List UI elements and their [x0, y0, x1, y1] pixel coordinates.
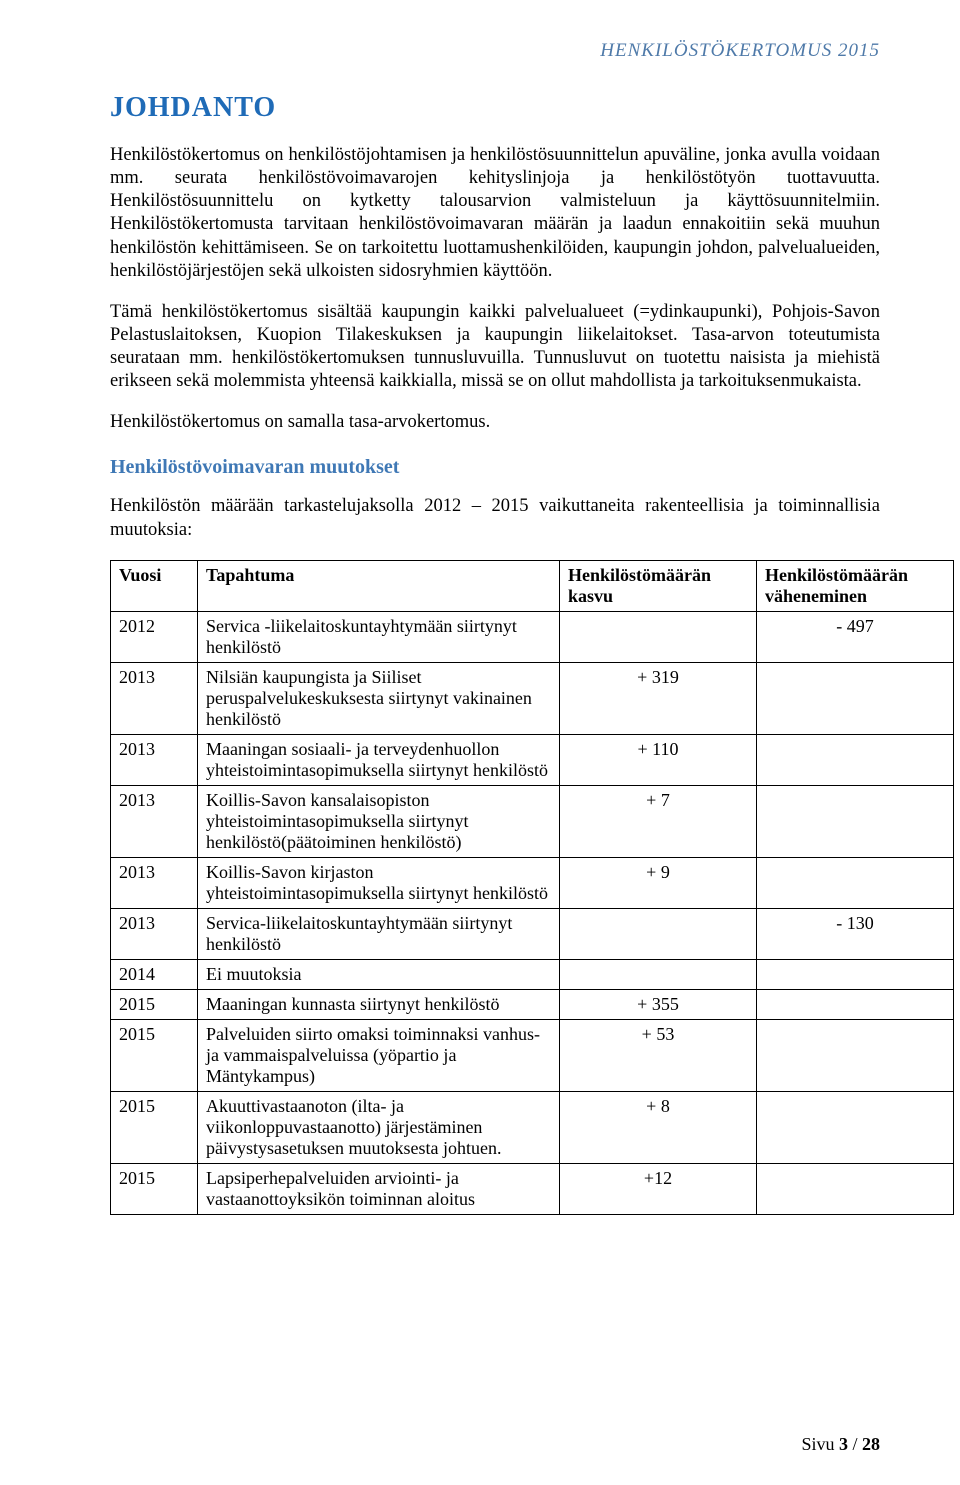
intro-paragraph-1: Henkilöstökertomus on henkilöstöjohtamis…: [110, 144, 880, 283]
table-header-row: Vuosi Tapahtuma Henkilöstömäärän kasvu H…: [111, 560, 954, 611]
footer-total: 28: [862, 1434, 880, 1454]
changes-table: Vuosi Tapahtuma Henkilöstömäärän kasvu H…: [110, 560, 954, 1215]
cell-event: Akuuttivastaanoton (ilta- ja viikonloppu…: [198, 1091, 560, 1163]
cell-event: Koillis-Savon kansalaisopiston yhteistoi…: [198, 785, 560, 857]
th-event: Tapahtuma: [198, 560, 560, 611]
cell-event: Maaningan kunnasta siirtynyt henkilöstö: [198, 989, 560, 1019]
cell-growth: + 53: [560, 1019, 757, 1091]
cell-decrease: [757, 989, 954, 1019]
table-row: 2014Ei muutoksia: [111, 959, 954, 989]
cell-growth: [560, 611, 757, 662]
cell-decrease: - 497: [757, 611, 954, 662]
cell-growth: [560, 959, 757, 989]
cell-event: Koillis-Savon kirjaston yhteistoimintaso…: [198, 857, 560, 908]
cell-year: 2013: [111, 734, 198, 785]
cell-year: 2013: [111, 857, 198, 908]
th-decrease: Henkilöstömäärän väheneminen: [757, 560, 954, 611]
cell-year: 2013: [111, 785, 198, 857]
cell-event: Servica -liikelaitoskuntayhtymään siirty…: [198, 611, 560, 662]
subsection-title: Henkilöstövoimavaran muutokset: [110, 456, 880, 479]
table-row: 2013Maaningan sosiaali- ja terveydenhuol…: [111, 734, 954, 785]
table-row: 2013Servica-liikelaitoskuntayhtymään sii…: [111, 908, 954, 959]
table-row: 2013Nilsiän kaupungista ja Siiliset peru…: [111, 662, 954, 734]
cell-decrease: [757, 1019, 954, 1091]
intro-paragraph-2: Tämä henkilöstökertomus sisältää kaupung…: [110, 301, 880, 394]
cell-decrease: - 130: [757, 908, 954, 959]
cell-year: 2014: [111, 959, 198, 989]
doc-header-title: HENKILÖSTÖKERTOMUS 2015: [110, 40, 880, 62]
th-growth: Henkilöstömäärän kasvu: [560, 560, 757, 611]
footer-page-label: Sivu: [801, 1434, 839, 1454]
cell-growth: + 9: [560, 857, 757, 908]
cell-growth: + 355: [560, 989, 757, 1019]
table-row: 2015Maaningan kunnasta siirtynyt henkilö…: [111, 989, 954, 1019]
table-row: 2015Akuuttivastaanoton (ilta- ja viikonl…: [111, 1091, 954, 1163]
cell-year: 2015: [111, 1091, 198, 1163]
page-footer: Sivu 3 / 28: [801, 1434, 880, 1455]
cell-growth: + 319: [560, 662, 757, 734]
table-row: 2015Lapsiperhepalveluiden arviointi- ja …: [111, 1163, 954, 1214]
cell-year: 2013: [111, 662, 198, 734]
cell-year: 2012: [111, 611, 198, 662]
cell-decrease: [757, 662, 954, 734]
cell-decrease: [757, 1163, 954, 1214]
cell-growth: + 110: [560, 734, 757, 785]
cell-growth: + 7: [560, 785, 757, 857]
cell-year: 2013: [111, 908, 198, 959]
table-row: 2013Koillis-Savon kansalaisopiston yhtei…: [111, 785, 954, 857]
footer-page-num: 3: [839, 1434, 848, 1454]
table-row: 2012Servica -liikelaitoskuntayhtymään si…: [111, 611, 954, 662]
cell-decrease: [757, 734, 954, 785]
intro-paragraph-3: Henkilöstökertomus on samalla tasa-arvok…: [110, 411, 880, 434]
cell-growth: + 8: [560, 1091, 757, 1163]
cell-growth: [560, 908, 757, 959]
subsection-intro: Henkilöstön määrään tarkastelujaksolla 2…: [110, 495, 880, 541]
th-year: Vuosi: [111, 560, 198, 611]
table-row: 2013Koillis-Savon kirjaston yhteistoimin…: [111, 857, 954, 908]
cell-decrease: [757, 785, 954, 857]
cell-year: 2015: [111, 1019, 198, 1091]
cell-decrease: [757, 1091, 954, 1163]
footer-sep: /: [848, 1434, 862, 1454]
cell-event: Nilsiän kaupungista ja Siiliset peruspal…: [198, 662, 560, 734]
cell-event: Ei muutoksia: [198, 959, 560, 989]
cell-event: Lapsiperhepalveluiden arviointi- ja vast…: [198, 1163, 560, 1214]
cell-event: Servica-liikelaitoskuntayhtymään siirtyn…: [198, 908, 560, 959]
cell-event: Maaningan sosiaali- ja terveydenhuollon …: [198, 734, 560, 785]
cell-decrease: [757, 959, 954, 989]
cell-year: 2015: [111, 1163, 198, 1214]
cell-growth: +12: [560, 1163, 757, 1214]
cell-event: Palveluiden siirto omaksi toiminnaksi va…: [198, 1019, 560, 1091]
cell-year: 2015: [111, 989, 198, 1019]
section-title: JOHDANTO: [110, 92, 880, 124]
cell-decrease: [757, 857, 954, 908]
table-row: 2015Palveluiden siirto omaksi toiminnaks…: [111, 1019, 954, 1091]
page: HENKILÖSTÖKERTOMUS 2015 JOHDANTO Henkilö…: [0, 0, 960, 1485]
